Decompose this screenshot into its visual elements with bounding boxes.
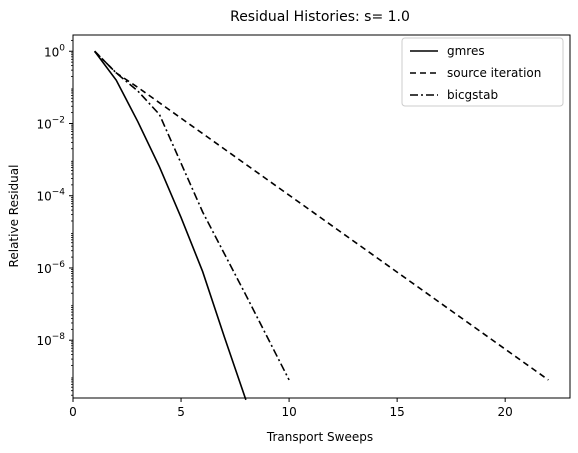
series-line-source-iteration (94, 50, 549, 381)
data-point-gmres-1 (116, 80, 117, 81)
y-ticks: 100 10−2 10−4 10−6 10−8 (36, 39, 73, 396)
y-tick-label: 10−2 (36, 115, 65, 131)
data-point-bicgstab-2 (137, 90, 138, 91)
legend-label: source iteration (447, 66, 541, 80)
series-line-gmres (93, 50, 247, 401)
x-tick-label: 15 (389, 405, 404, 419)
y-tick-label: 10−8 (36, 332, 65, 348)
series-line-bicgstab (94, 50, 290, 381)
legend-label: gmres (447, 44, 485, 58)
data-point-bicgstab-1 (116, 72, 117, 73)
x-tick-label: 5 (177, 405, 185, 419)
data-point-bicgstab-0 (94, 51, 95, 52)
legend: gmres source iteration bicgstab (401, 37, 564, 107)
data-point-source-iteration-2 (137, 87, 138, 88)
data-point-gmres-5 (202, 271, 203, 272)
x-tick-label: 10 (281, 405, 296, 419)
x-ticks: 0 5 10 15 20 (69, 398, 513, 419)
data-point-bicgstab-6 (288, 379, 289, 380)
legend-label: bicgstab (447, 88, 498, 102)
data-point-gmres-2 (137, 121, 138, 122)
x-tick-label: 0 (69, 405, 77, 419)
x-axis-label: Transport Sweeps (266, 430, 373, 444)
data-point-gmres-4 (180, 217, 181, 218)
data-point-gmres-6 (224, 336, 225, 337)
legend-box (401, 37, 564, 107)
y-tick-label: 100 (44, 43, 65, 59)
data-point-bicgstab-3 (159, 114, 160, 115)
chart-title: Residual Histories: s= 1.0 (230, 9, 410, 25)
data-point-bicgstab-5 (245, 294, 246, 295)
x-tick-label: 20 (498, 405, 513, 419)
y-tick-label: 10−6 (36, 260, 65, 276)
series-layer (93, 50, 549, 401)
data-point-source-iteration-3 (548, 379, 549, 380)
plot-area (72, 34, 571, 399)
y-axis-label: Relative Residual (7, 165, 21, 268)
data-point-bicgstab-4 (202, 211, 203, 212)
data-point-gmres-7 (245, 399, 246, 400)
y-tick-label: 10−4 (36, 188, 65, 204)
data-point-gmres-3 (159, 166, 160, 167)
